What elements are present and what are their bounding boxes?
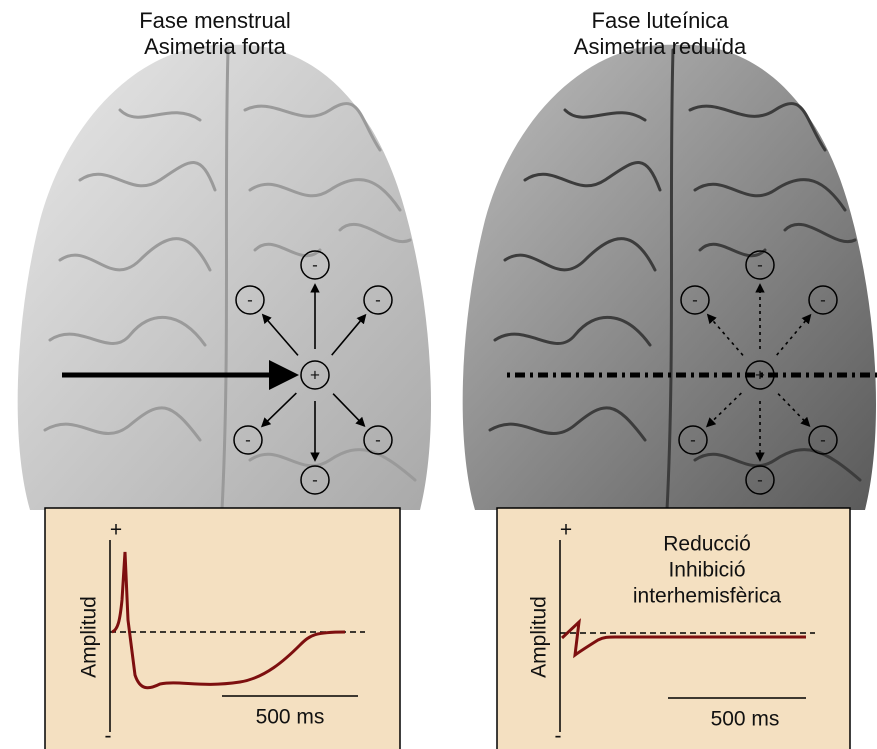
y-bottom-sign: -: [105, 725, 112, 748]
sign: +: [310, 365, 320, 384]
annotation: interhemisfèrica: [633, 585, 782, 608]
y-top-sign: +: [110, 519, 122, 542]
sign: -: [692, 290, 698, 309]
sign: -: [312, 255, 318, 274]
sign: -: [247, 290, 253, 309]
panel-subtitle: Asimetria reduïda: [574, 34, 747, 59]
y-label: Amplitud: [78, 596, 101, 678]
sign: -: [757, 470, 763, 489]
panel-title: Fase menstrual: [139, 8, 291, 33]
sign: -: [375, 430, 381, 449]
figure: Fase menstrual Asimetria forta Fase lute…: [0, 0, 877, 749]
sign: -: [312, 470, 318, 489]
y-bottom-sign: -: [555, 725, 562, 748]
panel-title: Fase luteínica: [592, 8, 730, 33]
sign: -: [820, 290, 826, 309]
scale-label: 500 ms: [711, 708, 780, 731]
annotation: Reducció: [663, 533, 751, 556]
sign: -: [757, 255, 763, 274]
sign: +: [755, 365, 765, 384]
scale-label: 500 ms: [256, 706, 325, 729]
sign: -: [375, 290, 381, 309]
sign: -: [820, 430, 826, 449]
y-label: Amplitud: [528, 596, 551, 678]
panel-subtitle: Asimetria forta: [144, 34, 287, 59]
y-top-sign: +: [560, 519, 572, 542]
sign: -: [245, 430, 251, 449]
annotation: Inhibició: [668, 559, 745, 582]
sign: -: [690, 430, 696, 449]
